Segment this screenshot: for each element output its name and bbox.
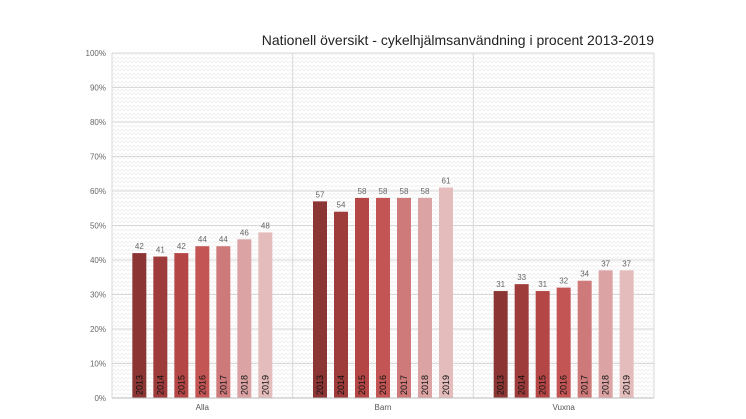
bar xyxy=(577,280,592,398)
data-label: 37 xyxy=(601,259,610,268)
data-label: 42 xyxy=(135,242,144,251)
data-label: 32 xyxy=(559,277,568,286)
series-year-label: 2015 xyxy=(176,375,186,395)
bar xyxy=(619,270,634,398)
bar xyxy=(216,246,231,398)
y-tick-label: 0% xyxy=(94,394,106,403)
series-year-label: 2016 xyxy=(197,375,207,395)
data-label: 48 xyxy=(261,221,270,230)
series-year-label: 2016 xyxy=(378,375,388,395)
data-label: 37 xyxy=(622,259,631,268)
data-label: 46 xyxy=(240,228,249,237)
series-year-label: 2014 xyxy=(155,375,165,395)
series-year-label: 2014 xyxy=(517,375,527,395)
y-tick-label: 50% xyxy=(90,222,106,231)
series-year-label: 2017 xyxy=(580,375,590,395)
x-category-label: Barn xyxy=(375,403,392,412)
series-year-label: 2015 xyxy=(538,375,548,395)
y-tick-label: 100% xyxy=(86,49,106,58)
x-category-label: Vuxna xyxy=(552,403,575,412)
y-tick-label: 10% xyxy=(90,360,106,369)
bar xyxy=(132,253,147,398)
series-year-label: 2017 xyxy=(399,375,409,395)
chart-title: Nationell översikt - cykelhjälmsanvändni… xyxy=(261,32,654,48)
y-tick-label: 20% xyxy=(90,325,106,334)
bar xyxy=(334,211,348,398)
data-label: 41 xyxy=(156,246,165,255)
bar xyxy=(397,197,411,398)
bar xyxy=(556,287,571,398)
data-label: 58 xyxy=(400,187,409,196)
data-label: 42 xyxy=(177,242,186,251)
data-label: 58 xyxy=(379,187,388,196)
y-tick-label: 90% xyxy=(90,84,106,93)
series-year-label: 2019 xyxy=(622,375,632,395)
bar xyxy=(258,232,273,398)
bar xyxy=(153,256,168,398)
bar xyxy=(493,291,508,398)
series-year-label: 2014 xyxy=(336,375,346,395)
series-year-label: 2013 xyxy=(134,375,144,395)
bar xyxy=(376,197,390,398)
series-year-label: 2015 xyxy=(357,375,367,395)
bar xyxy=(195,246,210,398)
bar xyxy=(598,270,613,398)
data-label: 58 xyxy=(358,187,367,196)
data-label: 54 xyxy=(337,201,346,210)
series-year-label: 2018 xyxy=(239,375,249,395)
series-year-label: 2013 xyxy=(315,375,325,395)
x-category-label: Alla xyxy=(196,403,210,412)
series-year-label: 2019 xyxy=(441,375,451,395)
y-tick-label: 80% xyxy=(90,118,106,127)
data-label: 58 xyxy=(421,187,430,196)
bar xyxy=(418,197,432,398)
data-label: 44 xyxy=(219,235,228,244)
data-label: 31 xyxy=(496,280,505,289)
y-tick-label: 60% xyxy=(90,187,106,196)
y-tick-label: 70% xyxy=(90,153,106,162)
y-tick-label: 40% xyxy=(90,256,106,265)
series-year-label: 2016 xyxy=(559,375,569,395)
data-label: 61 xyxy=(442,177,451,186)
data-label: 33 xyxy=(517,273,526,282)
bar xyxy=(237,239,252,398)
series-year-label: 2017 xyxy=(218,375,228,395)
data-label: 34 xyxy=(580,270,589,279)
series-year-label: 2018 xyxy=(601,375,611,395)
data-label: 31 xyxy=(538,280,547,289)
bar xyxy=(313,201,327,398)
bar xyxy=(174,253,189,398)
bar xyxy=(514,284,529,398)
bar xyxy=(355,197,369,398)
series-year-label: 2013 xyxy=(496,375,506,395)
bar xyxy=(439,187,453,398)
data-label: 57 xyxy=(316,190,325,199)
bar xyxy=(535,291,550,398)
y-tick-label: 30% xyxy=(90,291,106,300)
data-label: 44 xyxy=(198,235,207,244)
series-year-label: 2019 xyxy=(260,375,270,395)
series-year-label: 2018 xyxy=(420,375,430,395)
